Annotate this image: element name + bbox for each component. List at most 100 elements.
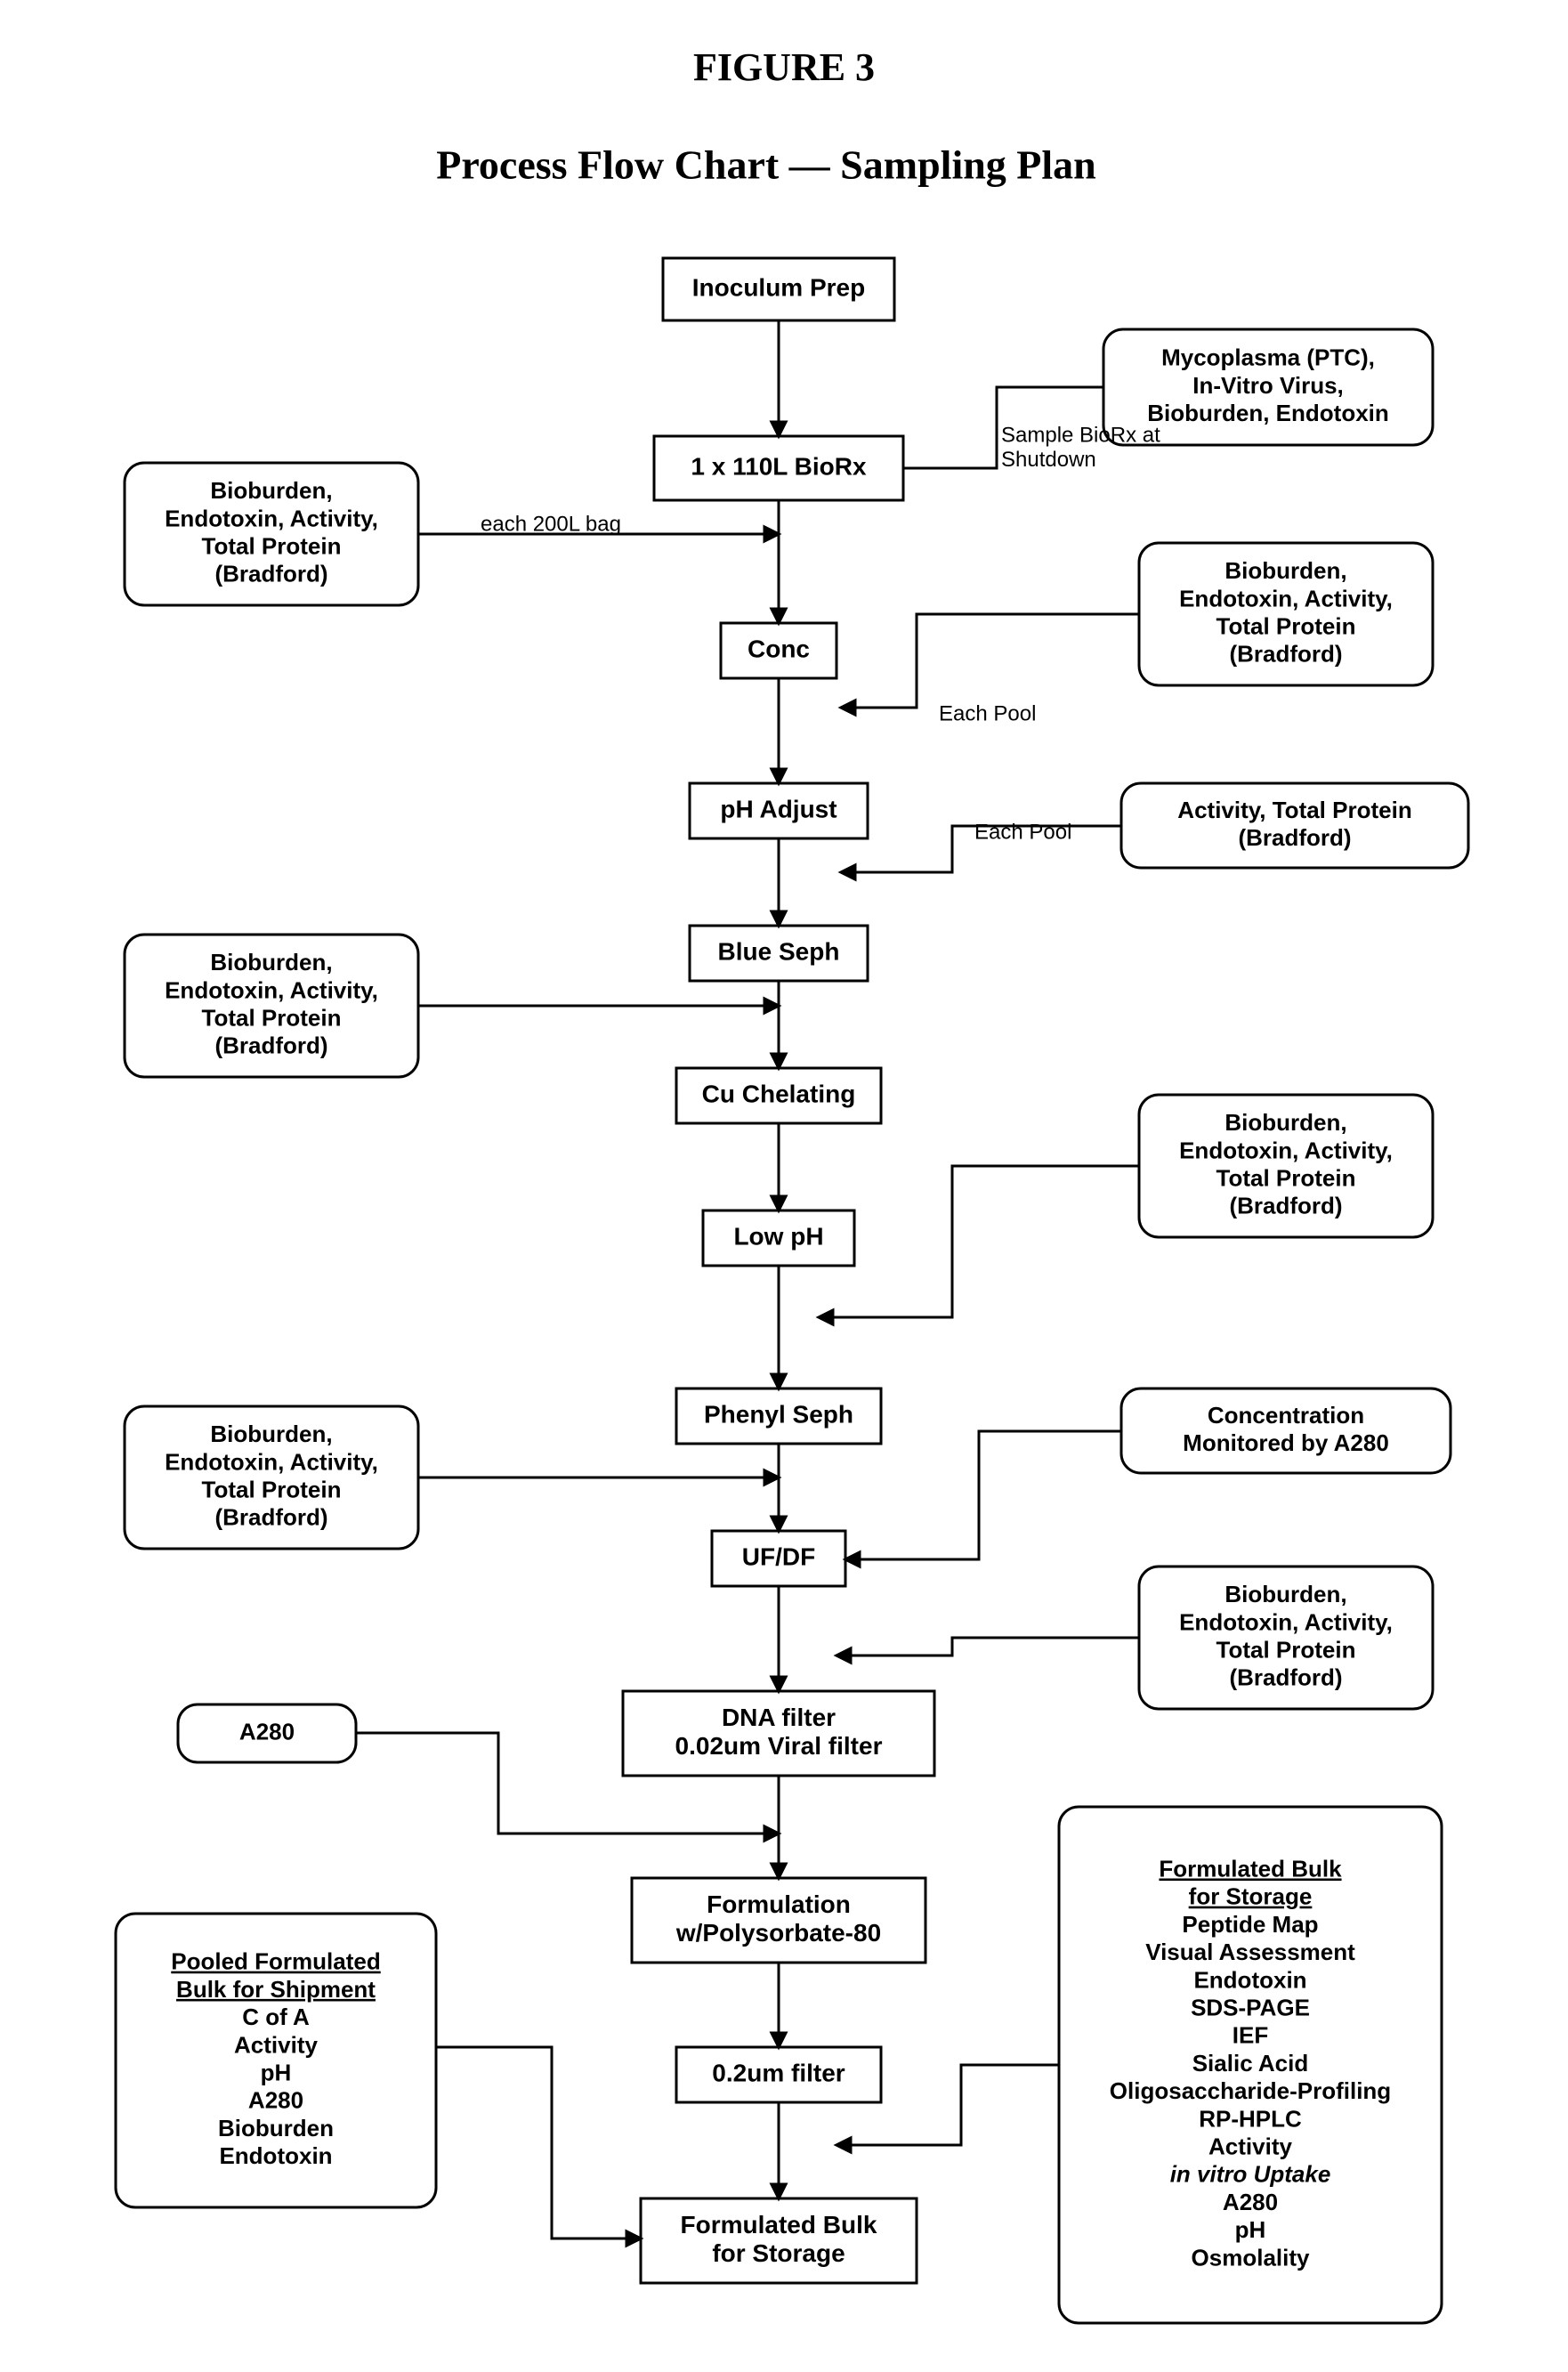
sample-node-s11: Pooled FormulatedBulk for ShipmentC of A…: [116, 1914, 436, 2207]
process-node-inoculum: Inoculum Prep: [663, 258, 894, 320]
svg-text:Sample BioRx at: Sample BioRx at: [1001, 423, 1160, 447]
svg-text:Bioburden,: Bioburden,: [210, 949, 332, 976]
svg-text:Total Protein: Total Protein: [1216, 612, 1356, 639]
sample-node-s3: Bioburden,Endotoxin, Activity,Total Prot…: [1139, 543, 1433, 685]
process-node-biorx: 1 x 110L BioRx: [654, 436, 903, 500]
process-node-low_ph: Low pH: [703, 1210, 854, 1266]
svg-text:Total Protein: Total Protein: [1216, 1636, 1356, 1663]
svg-text:Total Protein: Total Protein: [1216, 1164, 1356, 1191]
svg-text:Endotoxin, Activity,: Endotoxin, Activity,: [1179, 1137, 1393, 1163]
svg-text:(Bradford): (Bradford): [214, 1032, 327, 1059]
svg-text:IEF: IEF: [1233, 2022, 1268, 2049]
svg-text:Shutdown: Shutdown: [1001, 448, 1096, 472]
svg-text:Endotoxin: Endotoxin: [219, 2142, 332, 2169]
sample-node-s6: Bioburden,Endotoxin, Activity,Total Prot…: [1139, 1095, 1433, 1237]
svg-text:(Bradford): (Bradford): [214, 1504, 327, 1531]
svg-text:Formulated Bulk: Formulated Bulk: [1159, 1855, 1342, 1882]
connector-5: [819, 1166, 1139, 1317]
svg-text:Osmolality: Osmolality: [1192, 2244, 1310, 2271]
sample-node-s9: Bioburden,Endotoxin, Activity,Total Prot…: [1139, 1566, 1433, 1709]
svg-text:pH: pH: [261, 2059, 292, 2085]
svg-text:in vitro Uptake: in vitro Uptake: [1170, 2161, 1331, 2188]
svg-text:w/Polysorbate-80: w/Polysorbate-80: [675, 1919, 881, 1947]
process-node-formulation: Formulationw/Polysorbate-80: [632, 1878, 925, 1963]
svg-text:Bioburden,: Bioburden,: [1224, 1581, 1346, 1607]
svg-text:for Storage: for Storage: [1189, 1883, 1313, 1910]
process-node-ph_adjust: pH Adjust: [690, 783, 868, 838]
process-node-cu_chel: Cu Chelating: [676, 1068, 881, 1123]
svg-text:Bioburden,: Bioburden,: [210, 477, 332, 504]
svg-text:C of A: C of A: [242, 2004, 310, 2030]
svg-text:Sialic Acid: Sialic Acid: [1192, 2050, 1309, 2077]
process-node-filter02: 0.2um filter: [676, 2047, 881, 2102]
svg-text:Endotoxin, Activity,: Endotoxin, Activity,: [165, 505, 378, 531]
svg-text:FIGURE 3: FIGURE 3: [693, 45, 875, 89]
svg-text:Bioburden: Bioburden: [218, 2115, 334, 2141]
svg-text:Cu Chelating: Cu Chelating: [702, 1080, 856, 1107]
connector-7: [845, 1431, 1121, 1559]
svg-text:Pooled Formulated: Pooled Formulated: [171, 1948, 380, 1975]
connector-8: [837, 1638, 1139, 1656]
svg-text:A280: A280: [239, 1718, 295, 1745]
process-node-phenyl: Phenyl Seph: [676, 1388, 881, 1444]
svg-text:pH: pH: [1235, 2216, 1266, 2243]
svg-text:Each Pool: Each Pool: [974, 820, 1071, 844]
svg-text:Conc: Conc: [748, 635, 810, 662]
svg-text:(Bradford): (Bradford): [1229, 1193, 1342, 1219]
svg-text:1 x 110L BioRx: 1 x 110L BioRx: [691, 452, 867, 480]
svg-text:pH Adjust: pH Adjust: [720, 795, 837, 822]
svg-text:Bioburden, Endotoxin: Bioburden, Endotoxin: [1147, 400, 1389, 426]
connector-2: [841, 614, 1139, 708]
svg-text:Bioburden,: Bioburden,: [1224, 1109, 1346, 1136]
svg-text:Endotoxin, Activity,: Endotoxin, Activity,: [165, 1448, 378, 1475]
process-node-blue_seph: Blue Seph: [690, 926, 868, 981]
process-node-dna_filter: DNA filter0.02um Viral filter: [623, 1691, 934, 1776]
svg-text:Total Protein: Total Protein: [202, 1476, 342, 1502]
process-node-fb_storage: Formulated Bulkfor Storage: [641, 2198, 917, 2283]
sample-node-s4: Activity, Total Protein(Bradford): [1121, 783, 1468, 868]
svg-text:Oligosaccharide-Profiling: Oligosaccharide-Profiling: [1110, 2077, 1391, 2104]
svg-text:Total Protein: Total Protein: [202, 532, 342, 559]
svg-text:Formulation: Formulation: [707, 1890, 851, 1918]
svg-text:SDS-PAGE: SDS-PAGE: [1191, 1994, 1310, 2020]
svg-text:Inoculum Prep: Inoculum Prep: [692, 273, 865, 301]
svg-text:each 200L bag: each 200L bag: [481, 512, 621, 536]
svg-text:Activity: Activity: [1208, 2133, 1292, 2159]
sample-node-s10: A280: [178, 1704, 356, 1762]
svg-text:A280: A280: [248, 2087, 303, 2114]
svg-text:Activity, Total Protein: Activity, Total Protein: [1177, 797, 1411, 823]
svg-text:for Storage: for Storage: [712, 2239, 845, 2267]
svg-text:RP-HPLC: RP-HPLC: [1199, 2105, 1302, 2132]
svg-text:Peptide Map: Peptide Map: [1182, 1911, 1318, 1938]
svg-text:(Bradford): (Bradford): [1229, 641, 1342, 668]
svg-text:Bulk for Shipment: Bulk for Shipment: [176, 1976, 376, 2003]
sample-node-s5: Bioburden,Endotoxin, Activity,Total Prot…: [125, 935, 418, 1077]
svg-text:In-Vitro Virus,: In-Vitro Virus,: [1192, 372, 1344, 399]
sample-node-s8: ConcentrationMonitored by A280: [1121, 1388, 1451, 1473]
svg-text:A280: A280: [1223, 2189, 1278, 2215]
svg-text:Phenyl Seph: Phenyl Seph: [704, 1400, 853, 1428]
svg-text:Total Protein: Total Protein: [202, 1004, 342, 1031]
sample-node-s2: Bioburden,Endotoxin, Activity,Total Prot…: [125, 463, 418, 605]
svg-text:DNA filter: DNA filter: [722, 1704, 836, 1731]
svg-text:Bioburden,: Bioburden,: [210, 1421, 332, 1447]
flowchart-canvas: FIGURE 3 Process Flow Chart — Sampling Pl…: [0, 0, 1568, 2372]
svg-text:Visual Assessment: Visual Assessment: [1145, 1939, 1355, 1965]
svg-text:Mycoplasma (PTC),: Mycoplasma (PTC),: [1161, 344, 1375, 371]
svg-text:Endotoxin, Activity,: Endotoxin, Activity,: [165, 976, 378, 1003]
svg-text:Endotoxin, Activity,: Endotoxin, Activity,: [1179, 585, 1393, 611]
svg-text:0.02um Viral filter: 0.02um Viral filter: [675, 1732, 883, 1760]
sample-node-s12: Formulated Bulkfor StoragePeptide MapVis…: [1059, 1807, 1442, 2323]
svg-text:(Bradford): (Bradford): [1238, 824, 1351, 851]
svg-text:Low pH: Low pH: [733, 1222, 823, 1250]
connector-11: [837, 2065, 1059, 2145]
svg-text:Process Flow Chart — Sampling: Process Flow Chart — Sampling Plan: [436, 142, 1096, 188]
svg-text:(Bradford): (Bradford): [214, 561, 327, 587]
sample-node-s7: Bioburden,Endotoxin, Activity,Total Prot…: [125, 1406, 418, 1549]
connector-10: [436, 2047, 641, 2238]
svg-text:Activity: Activity: [234, 2031, 318, 2058]
svg-text:Concentration: Concentration: [1208, 1402, 1364, 1429]
process-node-ufdf: UF/DF: [712, 1531, 845, 1586]
svg-text:Bioburden,: Bioburden,: [1224, 557, 1346, 584]
svg-text:Blue Seph: Blue Seph: [718, 937, 840, 965]
